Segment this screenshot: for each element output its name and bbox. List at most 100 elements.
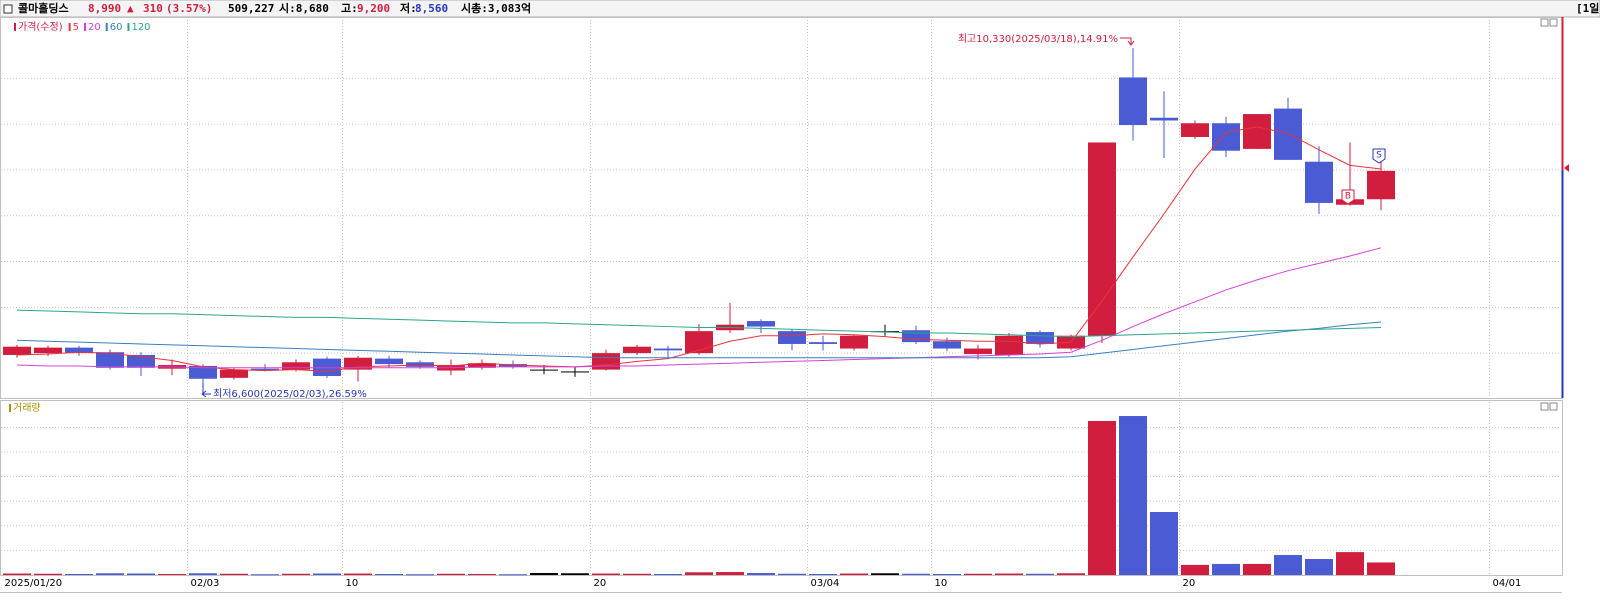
legend-item: 20: [88, 22, 101, 33]
volume-bar: [1212, 563, 1240, 575]
moving-average: [16, 126, 1382, 372]
volume-bar: [158, 574, 186, 576]
legend-item: 60: [110, 22, 123, 33]
volume-bar: [282, 573, 310, 575]
candle-body: [1088, 142, 1116, 336]
legend-swatch: [127, 23, 130, 31]
candle-body: [933, 341, 961, 349]
candle-body: [902, 330, 930, 343]
low-annotation: 최저6,600(2025/02/03),26.59%: [213, 388, 367, 400]
low-price: 8,560: [415, 2, 448, 15]
volume-bar: [530, 573, 558, 575]
candle-body: [561, 371, 589, 373]
candle-body: [1150, 117, 1178, 121]
buy-signal-label: B: [1345, 192, 1351, 202]
legend-swatch: [9, 404, 11, 412]
candle-body: [65, 347, 93, 354]
volume-bar: [592, 573, 620, 575]
legend-item: 5: [73, 22, 79, 33]
candle-body: [1367, 170, 1395, 200]
volume-bar: [561, 573, 589, 575]
volume-bar: [995, 573, 1023, 575]
volume-bar: [1057, 573, 1085, 575]
candle-body: [1243, 114, 1271, 149]
volume-bar: [716, 572, 744, 575]
high-annotation: 최고10,330(2025/03/18),14.91%: [958, 33, 1118, 45]
candle-body: [34, 347, 62, 354]
change: 310: [143, 2, 163, 15]
pane-button[interactable]: [1549, 402, 1558, 411]
volume-bar: [1367, 562, 1395, 575]
volume-bar: [96, 573, 124, 575]
high-label: 고:: [341, 2, 358, 15]
legend-swatch: [83, 23, 86, 31]
moving-average: [16, 309, 1382, 338]
volume-bar: [344, 573, 372, 575]
x-tick-label: 03/04: [811, 578, 840, 589]
candle-body: [592, 353, 620, 370]
candle-body: [468, 363, 496, 368]
volume-bar: [654, 574, 682, 576]
legend-swatch: [68, 23, 71, 31]
candle-body: [1212, 123, 1240, 151]
candle-body: [189, 365, 217, 379]
volume-bar: [65, 574, 93, 576]
candle-body: [344, 357, 372, 370]
candle-body: [96, 352, 124, 368]
stock-name: 콜마홀딩스: [18, 1, 69, 15]
volume-bar: [1305, 559, 1333, 575]
volume-bar: [220, 573, 248, 575]
market-cap: 시총:3,083억: [461, 1, 531, 15]
price: 8,990: [88, 2, 121, 15]
volume-bar: [809, 574, 837, 576]
low-arrow: [201, 382, 211, 398]
x-tick-label: 10: [935, 578, 948, 589]
volume-title: 거래량: [13, 402, 41, 414]
open-price: 시:8,680: [279, 2, 329, 15]
x-tick-label: 2025/01/20: [5, 578, 63, 589]
candle-body: [530, 369, 558, 371]
high-price: 9,200: [357, 2, 390, 15]
price-pointer: [1564, 164, 1569, 172]
volume-bar: [499, 574, 527, 576]
buy-signal[interactable]: [1341, 189, 1355, 205]
legend-title: 가격(수정): [18, 20, 63, 33]
x-tick-label: 02/03: [191, 578, 220, 589]
volume-bar: [840, 573, 868, 575]
pane-button[interactable]: [1540, 402, 1549, 411]
x-tick-label: 10: [346, 578, 359, 589]
high-arrow: [1120, 37, 1135, 46]
volume-bar: [685, 572, 713, 575]
volume-bar: [34, 573, 62, 575]
volume-bar: [1088, 420, 1116, 575]
volume-pane: [0, 400, 1563, 576]
legend-swatch: [105, 23, 108, 31]
sell-signal-label: S: [1376, 151, 1382, 161]
candle-body: [623, 346, 651, 354]
candle-body: [654, 348, 682, 351]
volume-bar: [778, 573, 806, 575]
sell-signal[interactable]: [1372, 148, 1386, 164]
candle-body: [251, 368, 279, 371]
volume-bar: [406, 574, 434, 576]
volume-bar: [623, 573, 651, 575]
period[interactable]: [1일: [1576, 1, 1599, 15]
pane-button[interactable]: [1549, 18, 1558, 27]
volume-bar: [3, 573, 31, 575]
candle-body: [282, 362, 310, 370]
volume-bar: [933, 574, 961, 576]
volume-bar: [1243, 563, 1271, 575]
volume-bar: [437, 573, 465, 575]
grid-layer: 2025/01/20 02/03 10 20 03/04 10 20 04/01: [1, 17, 1561, 589]
candle-body: [3, 346, 31, 355]
pane-button[interactable]: [1540, 18, 1549, 27]
moving-average: [16, 247, 1382, 369]
volume-bar: [468, 574, 496, 576]
x-tick-label: 20: [594, 578, 607, 589]
volume: 509,227: [228, 2, 274, 15]
candle-body: [1274, 108, 1302, 160]
checkbox[interactable]: [3, 4, 13, 14]
candle-body: [778, 331, 806, 344]
